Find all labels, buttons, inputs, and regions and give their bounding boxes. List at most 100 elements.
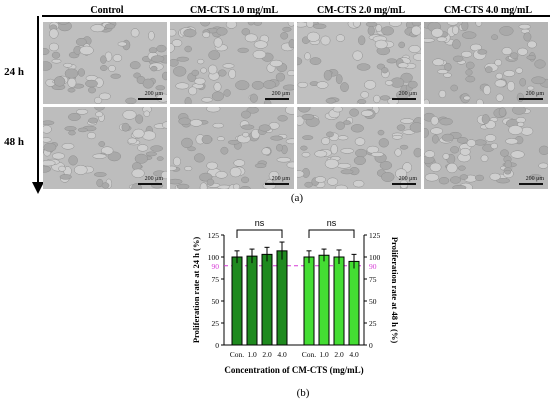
cell-texture [75,37,87,46]
cell-texture [377,129,385,136]
cell-texture [131,168,145,178]
bar [318,254,330,346]
scale-bar-label: 200 μm [525,91,544,97]
cell-texture [127,137,138,144]
cell-texture [475,98,484,104]
x-tick-label: Con. [230,350,245,359]
cell-texture [176,56,190,62]
cell-texture [413,147,421,158]
cell-texture [408,45,421,53]
column-header-4mg: CM-CTS 4.0 mg/mL [443,5,533,16]
cell-texture [77,68,85,77]
cell-texture [429,162,442,172]
cell-texture [104,23,116,30]
cell-texture [129,61,141,70]
cell-texture [74,164,88,175]
cell-texture [424,98,430,104]
row-label-48h: 48 h [4,136,24,148]
scale-bar-label: 200 μm [144,91,163,97]
cell-texture [43,165,51,173]
cell-texture [515,67,523,74]
scale-bar-label: 200 μm [525,176,544,182]
cell-texture [79,45,94,56]
cell-texture [112,54,123,62]
micrograph-2mg-48h: 200 μm [297,107,421,189]
cell-texture [334,184,348,189]
cell-texture [297,22,308,28]
cell-texture [208,64,218,75]
cell-texture [517,47,528,56]
cell-texture [51,51,61,59]
reference-line-label-right: 90 [369,262,377,271]
cell-texture [370,151,384,157]
cell-texture [270,135,284,141]
cell-texture [145,151,157,157]
cell-texture [76,108,89,115]
cell-texture [332,107,343,113]
cell-texture [184,166,193,171]
column-header-1mg: CM-CTS 1.0 mg/mL [189,5,279,16]
cell-texture [354,137,366,146]
cell-texture [58,165,66,172]
cell-texture [360,91,369,99]
x-tick-label: Con. [302,350,317,359]
cell-texture [510,150,525,159]
cell-texture [51,152,66,160]
cell-texture [496,178,511,184]
cell-texture [437,69,449,74]
cell-texture [121,122,130,132]
right-y-axis-title: Proliferation rate at 48 h (%) [390,237,400,343]
cell-texture [459,174,469,180]
cell-texture [173,156,181,167]
cell-texture [282,84,294,91]
cell-texture [85,79,98,88]
x-tick-label: 2.0 [262,350,272,359]
cell-texture [276,157,292,163]
cell-texture [389,22,402,27]
cell-texture [43,159,56,167]
cell-texture [57,22,70,25]
cell-texture [170,165,177,171]
bar [348,260,360,346]
cell-texture [240,186,251,189]
cell-texture [360,109,374,117]
cell-texture [394,148,402,157]
right-y-tick-label: 50 [369,297,377,306]
cell-texture [520,126,534,136]
cell-texture [108,65,116,72]
cell-texture [327,177,339,186]
cell-texture [68,155,78,166]
cell-texture [407,80,418,89]
cell-texture [110,73,121,79]
cell-texture [356,63,371,71]
cell-texture [93,172,107,177]
row-label-24h: 24 h [4,66,24,78]
cell-texture [312,23,327,29]
left-y-tick-label: 25 [212,319,220,328]
cell-texture [100,55,107,64]
cell-texture [184,45,192,53]
cell-texture [352,50,363,61]
cell-texture [424,38,435,43]
cell-texture [316,81,329,89]
cell-texture [117,41,127,47]
cell-texture [378,138,389,148]
scale-bar-label: 200 μm [144,176,163,182]
cell-texture [130,28,140,38]
cell-texture [297,107,311,113]
cell-texture [494,79,507,88]
cell-texture [375,24,382,33]
cell-texture [304,181,313,188]
cell-texture [175,82,190,90]
micrograph-1mg-24h: 200 μm [170,22,294,104]
cell-texture [446,162,458,174]
cell-texture [465,61,475,70]
cell-texture [125,97,137,104]
cell-texture [300,145,308,151]
cell-texture [43,125,52,134]
cell-texture [459,147,471,156]
cell-texture [324,158,339,169]
cell-texture [501,47,513,56]
cell-texture [357,99,367,104]
cell-texture [170,43,175,53]
